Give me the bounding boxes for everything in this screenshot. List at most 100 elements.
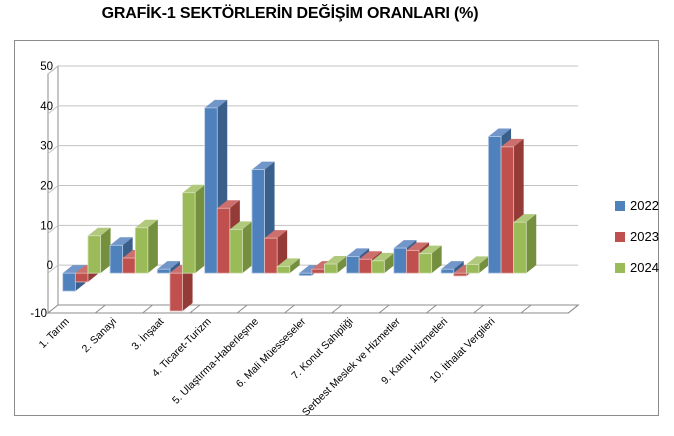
- bar-2023-4. Ticaret-Turizm: [216, 207, 231, 274]
- bar-2024-6. Mali Müesseseler: [324, 263, 338, 274]
- bar-top-2022: [204, 99, 228, 108]
- y-axis-label: 10: [40, 220, 53, 232]
- bar-2023-5. Ulaştırma-Haberleşme: [264, 237, 278, 274]
- bar-2023-1. Tarım: [74, 272, 89, 283]
- bar-side-2024: [478, 256, 489, 274]
- category-tick: [189, 304, 201, 314]
- bar-2023-3. İnşaat: [169, 272, 183, 312]
- category-tick: [94, 304, 106, 314]
- bar-2022-9. Kamu Hizmetleri: [440, 268, 455, 274]
- y-axis-label: -10: [30, 308, 47, 320]
- bar-top-2024: [229, 221, 253, 230]
- bar-top-2024: [371, 252, 395, 261]
- bar-top-2023: [501, 138, 524, 147]
- gridline-wall-stub: [47, 224, 59, 234]
- bar-top-2024: [419, 245, 442, 254]
- chart-title: GRAFİK-1 SEKTÖRLERİN DEĞİŞİM ORANLARI (%…: [101, 5, 479, 22]
- gridline-wall-stub: [47, 264, 59, 274]
- bar-2022-4. Ticaret-Turizm: [204, 107, 218, 274]
- y-axis-label: 30: [40, 141, 53, 153]
- bar-side-2024: [195, 184, 206, 274]
- plot-area: -10 0 10 20 30 40 50 1. Tarım 2. Sanayi 3. İnşaat…: [30, 61, 580, 415]
- bar-side-2024: [431, 245, 442, 274]
- bar-2024-2. Sanayi: [134, 227, 149, 274]
- bar-top-2022: [393, 240, 417, 249]
- bar-2023-6. Mali Müesseseler: [311, 268, 325, 274]
- floor: [46, 304, 580, 314]
- category-tick: [473, 304, 485, 314]
- bar-top-2023: [264, 230, 288, 239]
- bar-2024-4. Ticaret-Turizm: [229, 228, 243, 274]
- bar-top-2022: [110, 237, 133, 246]
- chart-frame: -10 0 10 20 30 40 50 1. Tarım 2. Sanayi 3. İnşaat…: [14, 40, 659, 416]
- bar-2024-3. İnşaat: [182, 192, 196, 274]
- category-tick: [520, 304, 532, 314]
- legend-label-2024: 2024: [630, 260, 659, 275]
- bar-2024-9. Kamu Hizmetleri: [465, 264, 480, 274]
- category-tick: [567, 304, 579, 314]
- bar-2024-1. Tarım: [87, 235, 101, 274]
- bar-top-2022: [346, 248, 370, 257]
- bar-top-2024: [324, 256, 348, 265]
- bar-top-2024: [277, 258, 300, 267]
- bar-2023-2. Sanayi: [122, 257, 136, 274]
- category-label: 1. Tarım: [37, 315, 72, 350]
- bar-side-2024: [147, 219, 158, 274]
- bar-2022-10. İthalat Vergileri: [488, 136, 502, 274]
- bar-2022-2. Sanayi: [109, 244, 124, 274]
- legend-item-2023: 2023: [615, 230, 673, 243]
- legend-label-2023: 2023: [630, 229, 659, 244]
- category-label: 5. Ulaştırma-Haberleşme: [170, 316, 261, 407]
- bar-2024-8. Serbest Meslek ve Hizmetler: [418, 253, 433, 274]
- gridline-wall-stub: [47, 145, 59, 155]
- bar-2022-6. Mali Müesseseler: [298, 272, 313, 276]
- legend-swatch-2022: [615, 200, 625, 211]
- gridline-wall-stub: [47, 185, 59, 194]
- legend-swatch-2024: [615, 262, 625, 273]
- category-tick: [236, 304, 248, 314]
- bar-top-2022: [441, 261, 464, 270]
- bar-side-2022: [453, 261, 464, 274]
- bar-2023-10. İthalat Vergileri: [500, 146, 515, 274]
- y-axis-label: 0: [47, 260, 53, 272]
- bar-side-2024: [384, 252, 395, 274]
- category-tick: [284, 304, 295, 314]
- category-tick: [331, 304, 343, 314]
- legend: 2022 2023 2024: [615, 199, 673, 292]
- y-axis-label: 50: [40, 61, 53, 73]
- bar-side-2024: [242, 221, 253, 274]
- legend-label-2022: 2022: [630, 198, 659, 213]
- bar-2022-8. Serbest Meslek ve Hizmetler: [393, 247, 407, 274]
- bar-top-2024: [135, 219, 158, 228]
- category-label: 2. Sanayi: [80, 316, 119, 355]
- bar-2022-3. İnşaat: [156, 268, 171, 274]
- bar-top-2022: [157, 261, 180, 270]
- category-tick: [142, 304, 153, 314]
- category-tick: [426, 304, 437, 314]
- gridline-wall-stub: [47, 105, 59, 115]
- legend-item-2022: 2022: [615, 199, 673, 212]
- y-axis-label: 40: [40, 101, 53, 113]
- gridline-wall-stub: [47, 65, 59, 75]
- bar-side-2024: [100, 227, 111, 274]
- category-label: 3. İnşaat: [129, 315, 167, 353]
- bar-top-2022: [251, 161, 275, 170]
- bar-2024-5. Ulaştırma-Haberleşme: [276, 265, 291, 274]
- bar-side-2024: [526, 214, 537, 274]
- bar-side-2024: [337, 256, 348, 274]
- bar-2024-10. İthalat Vergileri: [513, 221, 527, 274]
- bar-top-2024: [466, 256, 489, 265]
- bar-top-2024: [182, 184, 206, 193]
- bar-2023-9. Kamu Hizmetleri: [453, 272, 467, 277]
- bar-top-2022: [488, 128, 512, 137]
- bar-top-2022: [62, 265, 86, 274]
- bar-side-2024: [289, 258, 300, 274]
- bar-top-2023: [359, 251, 382, 260]
- bar-side-2023: [182, 265, 193, 312]
- bar-2023-7. Konut Sahipliği: [358, 258, 373, 274]
- bar-2022-7. Konut Sahipliği: [346, 256, 360, 274]
- bar-2022-5. Ulaştırma-Haberleşme: [251, 169, 265, 274]
- legend-swatch-2023: [615, 231, 625, 242]
- legend-item-2024: 2024: [615, 261, 673, 274]
- bar-top-2024: [87, 227, 111, 236]
